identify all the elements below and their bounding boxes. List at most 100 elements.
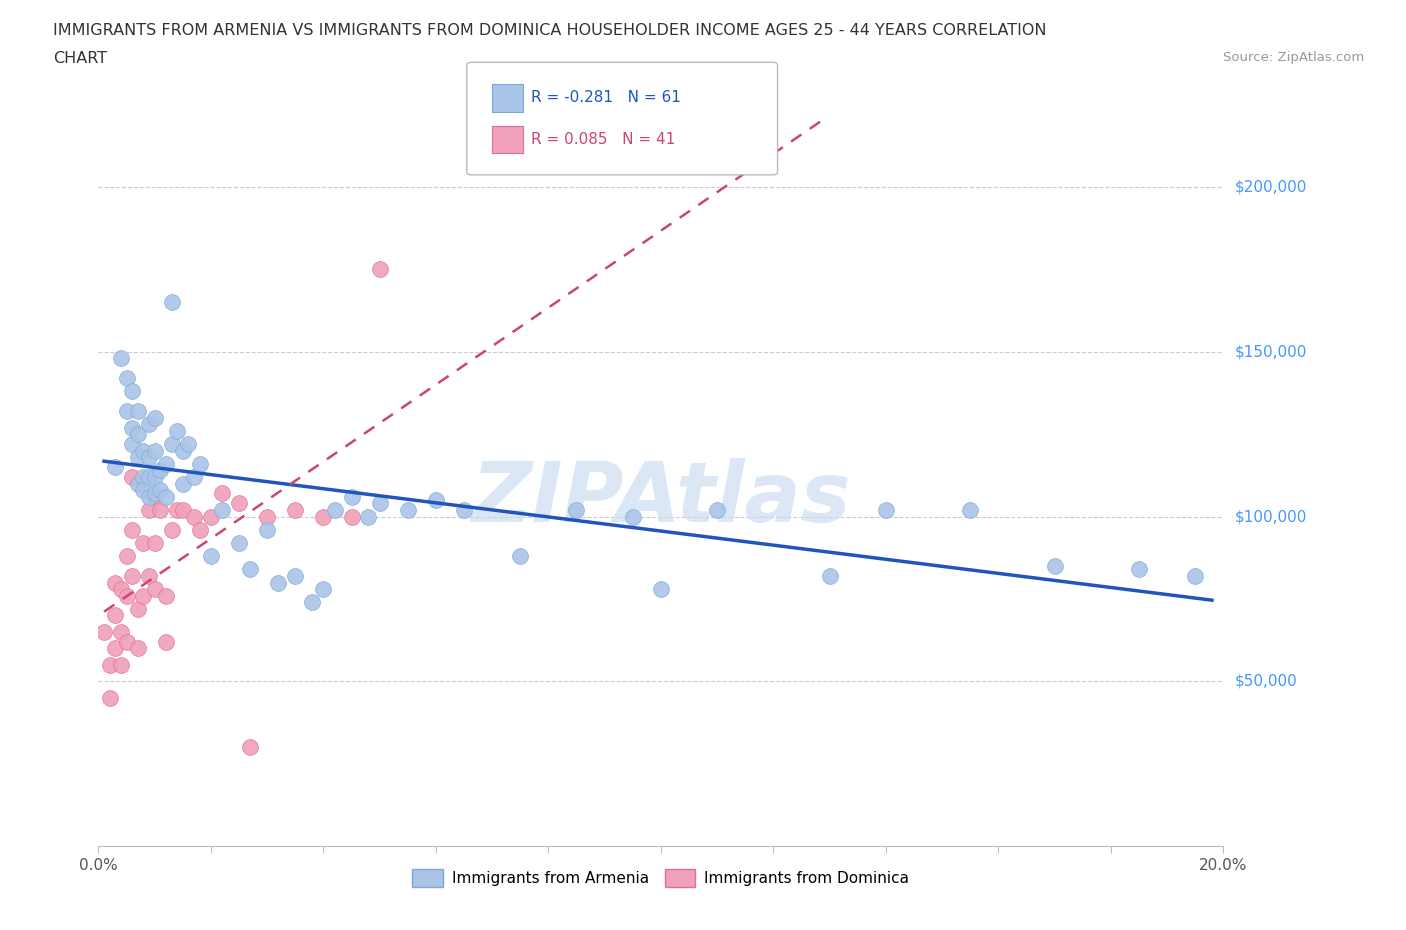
Point [267, 575, 290, 590]
Text: R = 0.085   N = 41: R = 0.085 N = 41 [531, 132, 676, 147]
Point [121, 436, 143, 451]
Point [104, 459, 127, 474]
Point [172, 502, 194, 517]
Point [172, 476, 194, 491]
Point [138, 502, 160, 517]
Point [121, 568, 143, 583]
Point [104, 608, 127, 623]
Point [172, 444, 194, 458]
Point [256, 523, 278, 538]
Point [110, 658, 132, 672]
Point [138, 489, 160, 504]
Point [200, 549, 222, 564]
Point [143, 410, 166, 425]
Text: Source: ZipAtlas.com: Source: ZipAtlas.com [1223, 51, 1364, 64]
Point [138, 450, 160, 465]
Point [115, 371, 138, 386]
Point [357, 509, 380, 524]
Text: ZIPAtlas: ZIPAtlas [471, 458, 851, 538]
Point [166, 502, 188, 517]
Point [155, 634, 177, 649]
Text: IMMIGRANTS FROM ARMENIA VS IMMIGRANTS FROM DOMINICA HOUSEHOLDER INCOME AGES 25 -: IMMIGRANTS FROM ARMENIA VS IMMIGRANTS FR… [53, 23, 1047, 38]
Point [143, 470, 166, 485]
Point [340, 509, 363, 524]
Point [188, 457, 211, 472]
Point [155, 457, 177, 472]
Point [110, 351, 132, 365]
Point [121, 523, 143, 538]
Point [127, 404, 149, 418]
Point [1128, 562, 1150, 577]
Point [98, 690, 121, 705]
Point [104, 641, 127, 656]
Point [509, 549, 531, 564]
Point [93, 625, 115, 640]
Point [143, 444, 166, 458]
Point [284, 568, 307, 583]
Point [959, 502, 981, 517]
Point [138, 470, 160, 485]
Point [121, 420, 143, 435]
Point [323, 502, 346, 517]
Point [149, 502, 172, 517]
Point [239, 562, 262, 577]
Point [368, 496, 391, 511]
Text: $50,000: $50,000 [1234, 674, 1298, 689]
Point [396, 502, 419, 517]
Point [706, 502, 728, 517]
Text: $150,000: $150,000 [1234, 344, 1306, 359]
Point [565, 502, 588, 517]
Point [132, 444, 155, 458]
Point [200, 509, 222, 524]
Point [127, 450, 149, 465]
Point [183, 509, 205, 524]
Point [132, 470, 155, 485]
Point [138, 417, 160, 432]
Point [818, 568, 841, 583]
Point [127, 641, 149, 656]
Point [155, 589, 177, 604]
Point [160, 295, 183, 310]
Point [183, 470, 205, 485]
Point [340, 489, 363, 504]
Point [104, 575, 127, 590]
Point [121, 470, 143, 485]
Point [177, 436, 200, 451]
Point [312, 509, 335, 524]
Point [110, 581, 132, 596]
Point [143, 489, 166, 504]
Text: $200,000: $200,000 [1234, 179, 1306, 194]
Point [155, 489, 177, 504]
Point [1043, 559, 1066, 574]
Point [875, 502, 897, 517]
Point [110, 625, 132, 640]
Text: R = -0.281   N = 61: R = -0.281 N = 61 [531, 90, 682, 105]
Point [211, 486, 233, 501]
Point [228, 496, 250, 511]
Point [115, 634, 138, 649]
Point [132, 483, 155, 498]
Point [127, 476, 149, 491]
Point [621, 509, 644, 524]
Point [453, 502, 475, 517]
Point [650, 581, 672, 596]
Text: CHART: CHART [53, 51, 107, 66]
Point [127, 602, 149, 617]
Point [127, 427, 149, 442]
Point [132, 536, 155, 551]
Point [211, 502, 233, 517]
Point [160, 436, 183, 451]
Point [149, 463, 172, 478]
Point [115, 589, 138, 604]
Point [115, 404, 138, 418]
Point [143, 581, 166, 596]
Point [166, 423, 188, 438]
Point [425, 493, 447, 508]
Point [188, 523, 211, 538]
Point [115, 549, 138, 564]
Point [121, 384, 143, 399]
Point [284, 502, 307, 517]
Point [143, 536, 166, 551]
Point [132, 589, 155, 604]
Point [368, 262, 391, 277]
